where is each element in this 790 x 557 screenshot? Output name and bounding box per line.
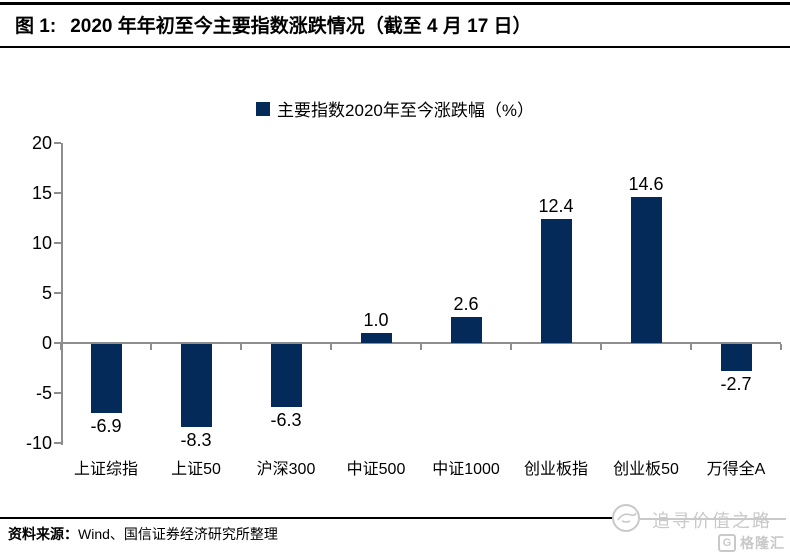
category-label: 创业板50 — [613, 461, 679, 478]
y-axis-tick-label: 5 — [41, 283, 52, 303]
y-axis-tick — [54, 142, 61, 144]
figure-title-row: 图 1: 2020 年年初至今主要指数涨跌情况（截至 4 月 17 日） — [15, 11, 780, 38]
legend-label: 主要指数2020年至今涨跌幅（%） — [277, 101, 534, 120]
x-axis-tick — [150, 344, 152, 350]
bar-value-label: 12.4 — [538, 196, 574, 216]
source-text: Wind、国信证券经济研究所整理 — [78, 526, 278, 542]
x-axis-tick — [690, 344, 692, 350]
gelonghui-logo: G 格隆汇 — [718, 533, 785, 553]
gelonghui-logo-text: 格隆汇 — [740, 535, 785, 551]
bar — [720, 344, 752, 371]
zero-baseline — [61, 342, 781, 344]
category-label: 中证500 — [346, 461, 406, 478]
category-label: 中证1000 — [432, 461, 500, 478]
x-axis-tick — [420, 344, 422, 350]
y-axis-tick — [54, 342, 61, 344]
x-axis-tick — [510, 344, 512, 350]
y-axis-tick — [54, 192, 61, 194]
category-label: 万得全A — [706, 461, 766, 478]
watermark-bird-icon — [612, 504, 640, 532]
y-axis-tick — [54, 242, 61, 244]
bar — [360, 333, 392, 343]
bar-chart: 20 15 10 5 0 -5 -10 -6.9 上证综指 -8.3 上证50 -6.3 沪深300 1.… — [0, 130, 790, 490]
bar — [450, 317, 482, 343]
bar — [630, 197, 662, 343]
bar — [270, 344, 302, 407]
y-axis-tick — [54, 392, 61, 394]
chart-legend: 主要指数2020年至今涨跌幅（%） — [0, 96, 790, 121]
y-axis-tick — [54, 442, 61, 444]
source-note: 资料来源：Wind、国信证券经济研究所整理 — [8, 524, 278, 544]
x-axis-tick — [60, 344, 62, 350]
y-axis-tick-label: 15 — [31, 183, 52, 203]
legend-swatch — [256, 101, 271, 116]
bar-value-label: -2.7 — [720, 374, 752, 394]
bar — [180, 344, 212, 427]
x-axis-tick — [330, 344, 332, 350]
figure-title: 2020 年年初至今主要指数涨跌情况（截至 4 月 17 日） — [70, 16, 532, 37]
x-axis-tick — [600, 344, 602, 350]
figure-label: 图 1: — [15, 16, 57, 37]
bar-value-label: -6.3 — [270, 410, 302, 430]
y-axis-tick-label: -10 — [25, 433, 52, 453]
bar — [90, 344, 122, 413]
bar-value-label: 14.6 — [628, 174, 664, 194]
title-border-rule — [0, 46, 790, 48]
watermark-line — [640, 518, 786, 520]
bar-value-label: -8.3 — [180, 430, 212, 450]
bar — [540, 219, 572, 343]
category-label: 创业板指 — [523, 461, 588, 478]
watermark-slogan: 追寻价值之路 — [652, 511, 772, 531]
x-axis-tick — [240, 344, 242, 350]
category-label: 沪深300 — [256, 461, 316, 478]
bar-value-label: -6.9 — [90, 416, 122, 436]
footer-border-rule — [0, 517, 633, 519]
x-axis-tick — [780, 344, 782, 350]
y-axis-tick-label: 0 — [41, 333, 52, 353]
source-label: 资料来源： — [8, 526, 78, 542]
y-axis-tick-label: 20 — [31, 133, 52, 153]
y-axis-tick-label: 10 — [31, 233, 52, 253]
y-axis-tick-label: -5 — [35, 383, 52, 403]
y-axis-line — [61, 143, 63, 445]
category-label: 上证50 — [171, 461, 221, 478]
bar-value-label: 1.0 — [363, 310, 389, 330]
top-border-rule — [0, 2, 790, 5]
bar-value-label: 2.6 — [453, 294, 479, 314]
category-label: 上证综指 — [73, 461, 138, 478]
y-axis-tick — [54, 292, 61, 294]
gelonghui-logo-icon: G — [718, 534, 736, 552]
